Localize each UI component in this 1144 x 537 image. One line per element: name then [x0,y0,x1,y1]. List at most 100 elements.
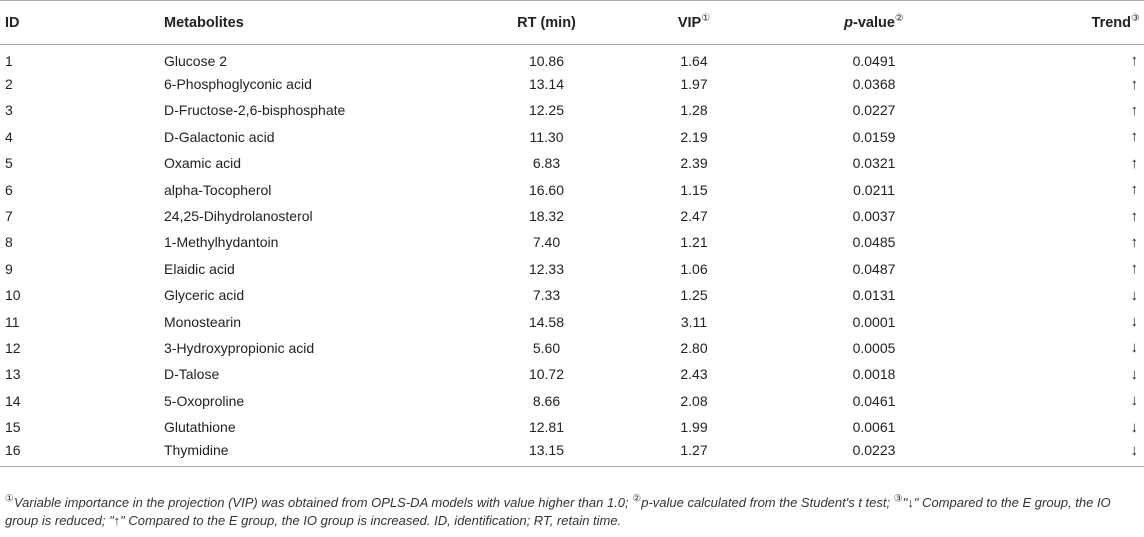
arrow-up-icon: ↑ [1130,101,1139,119]
cell-rt: 7.33 [532,287,561,304]
cell-vip: 2.47 [680,208,708,225]
arrow-up-icon: ↑ [1130,260,1139,278]
cell-pvalue: 0.0487 [852,260,896,277]
cell-pvalue: 0.0368 [852,76,896,93]
cell-metabolite: D-Talose [164,366,220,383]
metabolites-table: ID Metabolites RT (min) VIP① p-value② Tr… [0,0,1144,468]
footnote-symbol-2: ② [632,493,642,505]
table-row: 2 6-Phosphoglyconic acid 13.14 1.97 0.0368 ↑ [0,71,1144,97]
table-footnote: ①Variable importance in the projection (… [5,494,1139,530]
cell-id: 5 [5,155,13,172]
cell-rt: 5.60 [532,339,561,356]
table-row: 9 Elaidic acid 12.33 1.06 0.0487 ↑ [0,256,1144,282]
cell-rt: 12.25 [528,102,565,119]
cell-pvalue: 0.0159 [852,128,896,145]
table-row: 5 Oxamic acid 6.83 2.39 0.0321 ↑ [0,150,1144,176]
cell-id: 13 [5,366,21,383]
table-row: 6 alpha-Tocopherol 16.60 1.15 0.0211 ↑ [0,176,1144,202]
cell-metabolite: 5-Oxoproline [164,392,245,409]
cell-vip: 3.11 [680,313,708,330]
table-body: 1 Glucose 2 10.86 1.64 0.0491 ↑ 2 6-Phosphoglyc… [0,45,1144,468]
cell-id: 16 [0,440,164,468]
cell-pvalue: 0.0491 [852,52,896,69]
table-row: 3 D-Fructose-2,6-bisphosphate 12.25 1.28 0.0… [0,97,1144,123]
footnote-symbol-1: ① [5,493,14,505]
cell-trend: ↓ [979,388,1144,414]
cell-metabolite: 24,25-Dihydrolanosterol [164,208,313,225]
cell-pvalue: 0.0018 [852,366,896,383]
cell-vip: 2.80 [680,339,708,356]
cell-rt: 18.32 [528,208,565,225]
header-id: ID [0,0,164,45]
arrow-up-icon: ↑ [1130,233,1139,251]
arrow-down-icon: ↓ [1130,418,1139,436]
cell-id: 15 [5,419,21,436]
cell-id: 12 [5,339,21,356]
cell-pvalue: 0.0001 [852,313,896,330]
table-row: 10 Glyceric acid 7.33 1.25 0.0131 ↓ [0,282,1144,308]
cell-trend: ↑ [979,150,1144,176]
cell-metabolite: D-Galactonic acid [164,128,275,145]
cell-id: 6 [5,181,13,198]
cell-metabolite: Glucose 2 [164,52,228,69]
cell-metabolite: 6-Phosphoglyconic acid [164,76,312,93]
cell-vip: 2.43 [680,366,708,383]
cell-trend: ↓ [979,308,1144,334]
cell-pvalue: 0.0223 [769,440,979,468]
arrow-up-icon: ↑ [1130,128,1139,146]
table-row: 4 D-Galactonic acid 11.30 2.19 0.0159 ↑ [0,124,1144,150]
cell-metabolite: Glyceric acid [164,287,245,304]
arrow-up-icon: ↑ [1130,207,1139,225]
footnote-text-1: Variable importance in the projection (V… [13,495,633,510]
cell-rt: 6.83 [532,155,561,172]
cell-trend: ↑ [979,71,1144,97]
cell-trend: ↑ [979,124,1144,150]
cell-metabolite: Thymidine [164,440,474,468]
arrow-down-icon: ↓ [1130,392,1139,410]
table-row: 15 Glutathione 12.81 1.99 0.0061 ↓ [0,414,1144,440]
cell-trend: ↓ [979,361,1144,387]
arrow-down-icon: ↓ [1130,286,1139,304]
cell-rt: 13.14 [528,76,565,93]
table-row: 8 1-Methylhydantoin 7.40 1.21 0.0485 ↑ [0,229,1144,255]
cell-trend: ↑ [979,256,1144,282]
cell-id: 8 [5,234,13,251]
cell-metabolite: Elaidic acid [164,260,235,277]
cell-id: 2 [5,76,13,93]
arrow-down-icon: ↓ [1130,313,1139,331]
cell-id: 10 [5,287,21,304]
header-metabolites: Metabolites [164,0,474,45]
cell-vip: 2.19 [680,128,708,145]
cell-vip: 1.25 [680,287,708,304]
cell-vip: 1.15 [680,181,708,198]
footnote-mark-1: ① [701,12,711,24]
cell-trend: ↑ [979,203,1144,229]
footnote-mark-3: ③ [1131,12,1140,24]
header-pvalue: p-value② [769,0,979,45]
cell-id: 14 [5,392,21,409]
cell-trend: ↑ [979,97,1144,123]
cell-trend: ↑ [979,176,1144,202]
cell-vip: 1.99 [680,419,708,436]
header-rt: RT (min) [474,0,619,45]
cell-rt: 7.40 [532,234,561,251]
cell-rt: 12.33 [528,260,565,277]
table-row: 11 Monostearin 14.58 3.11 0.0001 ↓ [0,308,1144,334]
cell-trend: ↓ [979,282,1144,308]
cell-rt: 16.60 [528,181,565,198]
arrow-up-icon: ↑ [1130,154,1139,172]
cell-rt: 10.72 [528,366,565,383]
arrow-up-icon: ↑ [1130,75,1139,93]
table-row: 7 24,25-Dihydrolanosterol 18.32 2.47 0.0037 ↑ [0,203,1144,229]
cell-rt: 10.86 [528,52,565,69]
cell-pvalue: 0.0061 [852,419,896,436]
cell-id: 7 [5,208,13,225]
cell-metabolite: Oxamic acid [164,155,242,172]
cell-id: 9 [5,260,13,277]
cell-vip: 1.27 [619,440,769,468]
cell-rt: 14.58 [528,313,565,330]
cell-pvalue: 0.0211 [853,181,895,198]
cell-metabolite: 3-Hydroxypropionic acid [164,339,315,356]
header-vip: VIP① [619,0,769,45]
